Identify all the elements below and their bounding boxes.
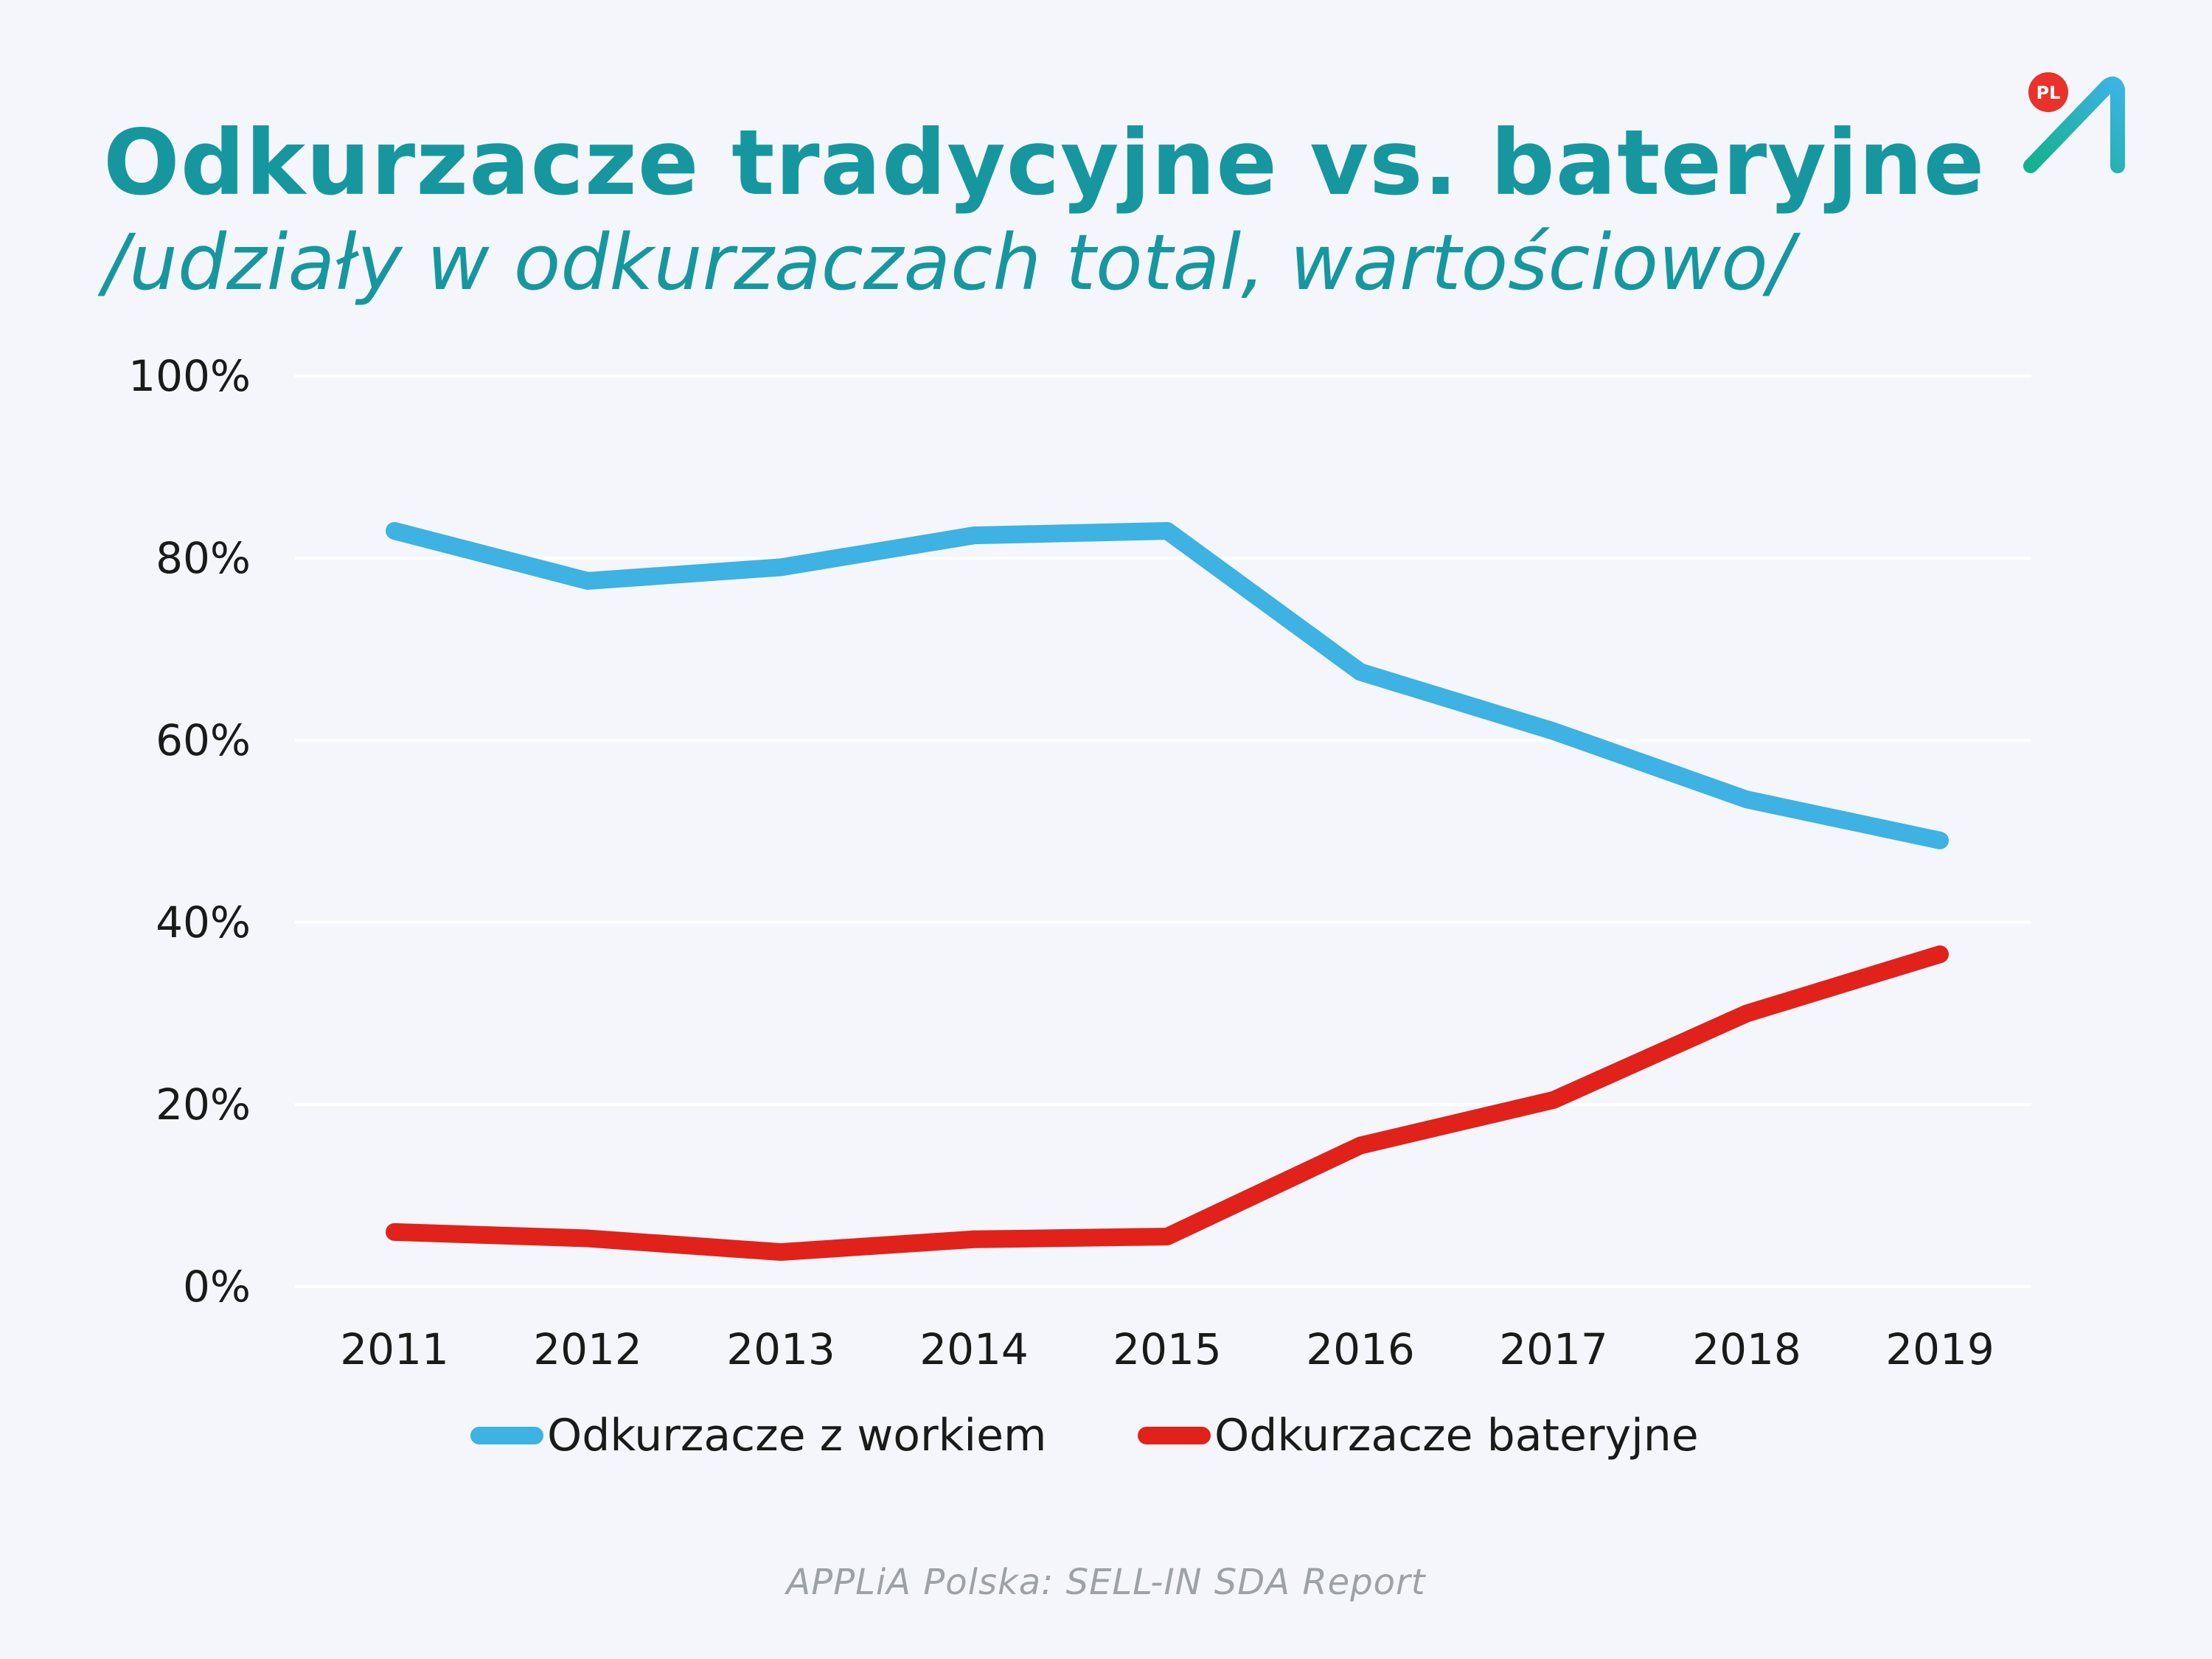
legend-label: Odkurzacze z workiem	[547, 1410, 1046, 1461]
x-tick-label: 2018	[1692, 1324, 1801, 1374]
legend: Odkurzacze z workiem Odkurzacze bateryjne	[470, 1410, 1699, 1461]
pl-badge	[2028, 72, 2068, 112]
series-lines	[386, 521, 1949, 1262]
y-tick-label: 100%	[128, 351, 251, 401]
x-tick-label: 2013	[726, 1324, 835, 1374]
series-line-1	[386, 521, 1949, 849]
grid-lines	[295, 375, 2031, 1288]
y-tick-label: 80%	[156, 533, 251, 583]
y-tick-label: 40%	[156, 897, 251, 947]
x-tick-label: 2012	[533, 1324, 642, 1374]
series-line-2	[386, 945, 1949, 1262]
x-tick-label: 2011	[340, 1324, 449, 1374]
chart-subtitle: /udziały w odkurzaczach total, wartościo…	[103, 218, 1794, 307]
y-axis: 0% 20% 40% 60% 80% 100%	[128, 351, 251, 1312]
legend-label: Odkurzacze bateryjne	[1214, 1410, 1699, 1461]
x-tick-label: 2019	[1885, 1324, 1994, 1374]
x-tick-label: 2017	[1499, 1324, 1608, 1374]
applia-logo-icon: PL	[2023, 72, 2125, 173]
pl-badge-label: PL	[2037, 83, 2061, 103]
y-tick-label: 0%	[183, 1262, 251, 1312]
y-tick-label: 60%	[156, 715, 251, 765]
chart-title: Odkurzacze tradycyjne vs. bateryjne	[103, 111, 1986, 215]
x-tick-label: 2016	[1306, 1324, 1415, 1374]
x-axis: 2011 2012 2013 2014 2015 2016 2017 2018 2019	[340, 1324, 1994, 1374]
source-note: APPLiA Polska: SELL-IN SDA Report	[786, 1562, 1426, 1603]
x-tick-label: 2014	[919, 1324, 1029, 1374]
y-tick-label: 20%	[156, 1079, 251, 1130]
x-tick-label: 2015	[1113, 1324, 1222, 1374]
